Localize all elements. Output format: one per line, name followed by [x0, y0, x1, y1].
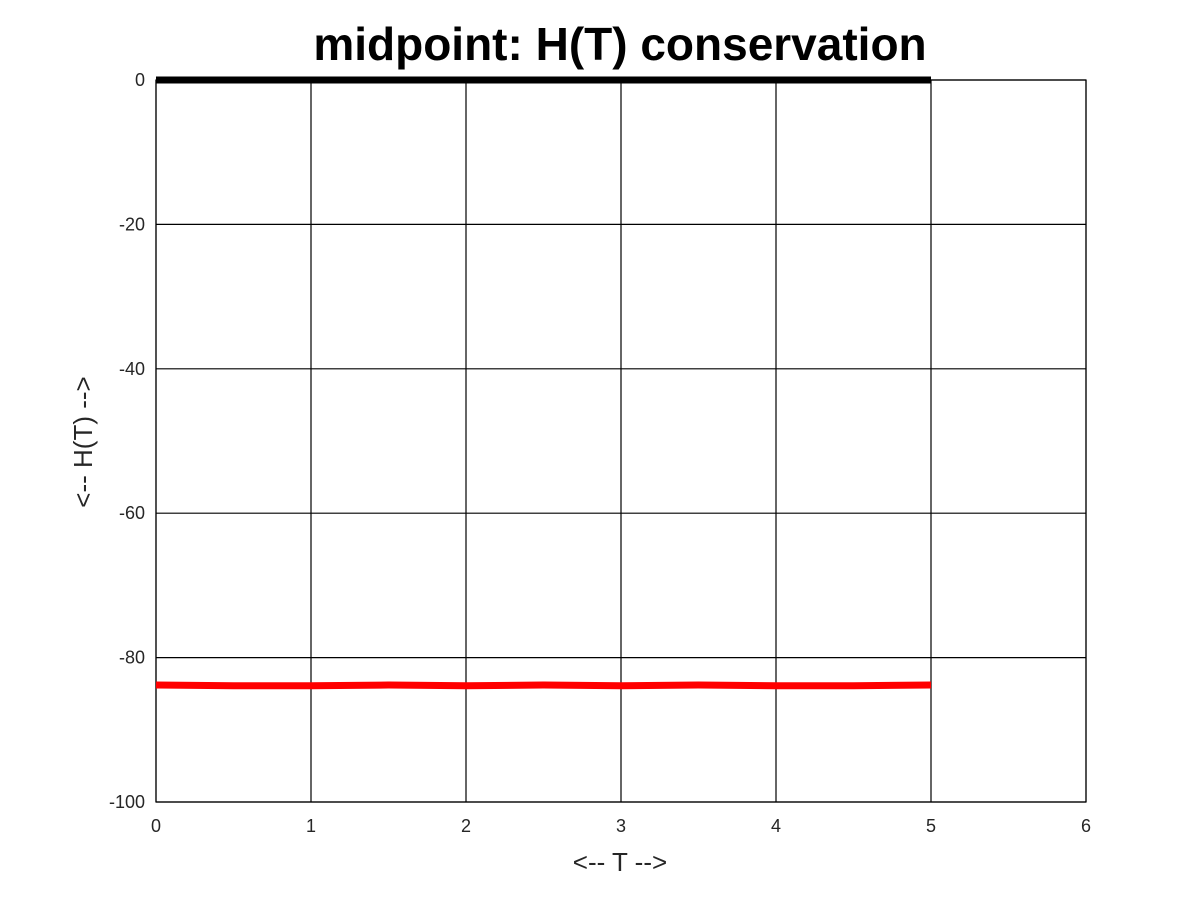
chart-title: midpoint: H(T) conservation	[313, 18, 926, 70]
x-tick-label: 5	[926, 816, 936, 836]
y-tick-label: -100	[109, 792, 145, 812]
x-tick-label: 1	[306, 816, 316, 836]
y-tick-label: -60	[119, 503, 145, 523]
y-axis-ticks: 0 -20 -40 -60 -80 -100	[109, 70, 145, 812]
grid	[155, 79, 1087, 803]
y-tick-label: 0	[135, 70, 145, 90]
series-layer	[155, 76, 932, 690]
x-tick-label: 2	[461, 816, 471, 836]
x-tick-label: 6	[1081, 816, 1091, 836]
y-tick-label: -80	[119, 648, 145, 668]
x-tick-label: 0	[151, 816, 161, 836]
x-tick-label: 4	[771, 816, 781, 836]
x-axis-label: <-- T -->	[573, 847, 667, 877]
x-axis-ticks: 0 1 2 3 4 5 6	[151, 816, 1091, 836]
y-axis-label: <-- H(T) -->	[68, 376, 98, 507]
x-tick-label: 3	[616, 816, 626, 836]
y-tick-label: -20	[119, 214, 145, 234]
y-tick-label: -40	[119, 359, 145, 379]
series-line-2	[155, 681, 932, 690]
